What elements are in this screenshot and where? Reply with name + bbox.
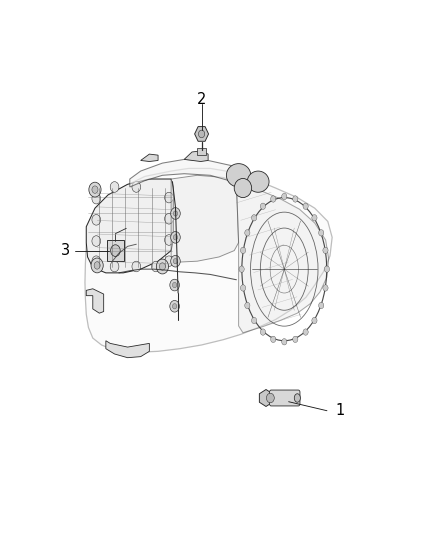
Polygon shape xyxy=(194,127,208,141)
Circle shape xyxy=(132,182,141,192)
Circle shape xyxy=(170,279,180,291)
Polygon shape xyxy=(85,168,332,352)
Circle shape xyxy=(323,247,328,254)
Circle shape xyxy=(92,256,101,266)
Circle shape xyxy=(173,304,177,309)
Polygon shape xyxy=(86,289,104,313)
Circle shape xyxy=(312,215,317,221)
Ellipse shape xyxy=(226,164,251,187)
Circle shape xyxy=(170,301,180,312)
Circle shape xyxy=(271,196,276,202)
Polygon shape xyxy=(259,390,272,407)
Circle shape xyxy=(171,255,180,267)
Circle shape xyxy=(156,259,169,274)
Circle shape xyxy=(303,329,308,335)
Circle shape xyxy=(312,317,317,324)
Polygon shape xyxy=(171,175,239,262)
Circle shape xyxy=(293,336,298,343)
Text: 2: 2 xyxy=(197,92,206,107)
Polygon shape xyxy=(141,154,158,161)
Circle shape xyxy=(92,186,98,193)
Circle shape xyxy=(239,266,244,272)
Circle shape xyxy=(92,215,101,225)
Ellipse shape xyxy=(294,394,300,402)
Circle shape xyxy=(198,130,205,138)
Polygon shape xyxy=(184,151,208,161)
Circle shape xyxy=(110,182,119,192)
Circle shape xyxy=(110,261,119,272)
Circle shape xyxy=(171,231,180,243)
Circle shape xyxy=(282,338,287,345)
Circle shape xyxy=(318,230,324,236)
Circle shape xyxy=(92,236,101,246)
FancyBboxPatch shape xyxy=(269,390,300,406)
Polygon shape xyxy=(86,179,173,273)
Circle shape xyxy=(318,302,324,309)
FancyBboxPatch shape xyxy=(107,240,124,261)
Circle shape xyxy=(251,215,257,221)
Circle shape xyxy=(324,266,329,272)
Ellipse shape xyxy=(234,179,252,198)
Polygon shape xyxy=(130,159,252,187)
Circle shape xyxy=(173,235,178,240)
Circle shape xyxy=(240,247,246,254)
Circle shape xyxy=(94,262,100,269)
Circle shape xyxy=(240,285,246,291)
Circle shape xyxy=(245,302,250,309)
Circle shape xyxy=(92,193,101,204)
Circle shape xyxy=(171,208,180,219)
Circle shape xyxy=(271,336,276,343)
Circle shape xyxy=(266,393,274,403)
Polygon shape xyxy=(106,341,149,358)
Circle shape xyxy=(89,182,101,197)
Circle shape xyxy=(323,285,328,291)
FancyBboxPatch shape xyxy=(197,148,206,155)
Circle shape xyxy=(251,317,257,324)
Circle shape xyxy=(245,230,250,236)
Circle shape xyxy=(152,261,160,272)
Circle shape xyxy=(173,282,177,288)
Circle shape xyxy=(165,192,173,203)
Circle shape xyxy=(293,196,298,202)
Ellipse shape xyxy=(111,245,120,256)
Polygon shape xyxy=(237,183,328,333)
Circle shape xyxy=(303,203,308,209)
Ellipse shape xyxy=(247,171,269,192)
Circle shape xyxy=(165,235,173,245)
Circle shape xyxy=(132,261,141,272)
Circle shape xyxy=(165,214,173,224)
Circle shape xyxy=(173,259,178,264)
Circle shape xyxy=(260,203,265,209)
Circle shape xyxy=(282,193,287,200)
Text: 1: 1 xyxy=(336,403,345,418)
Circle shape xyxy=(260,329,265,335)
Circle shape xyxy=(91,258,103,273)
Circle shape xyxy=(165,256,173,266)
Text: 3: 3 xyxy=(61,243,71,258)
Circle shape xyxy=(159,263,166,270)
Circle shape xyxy=(173,211,178,216)
